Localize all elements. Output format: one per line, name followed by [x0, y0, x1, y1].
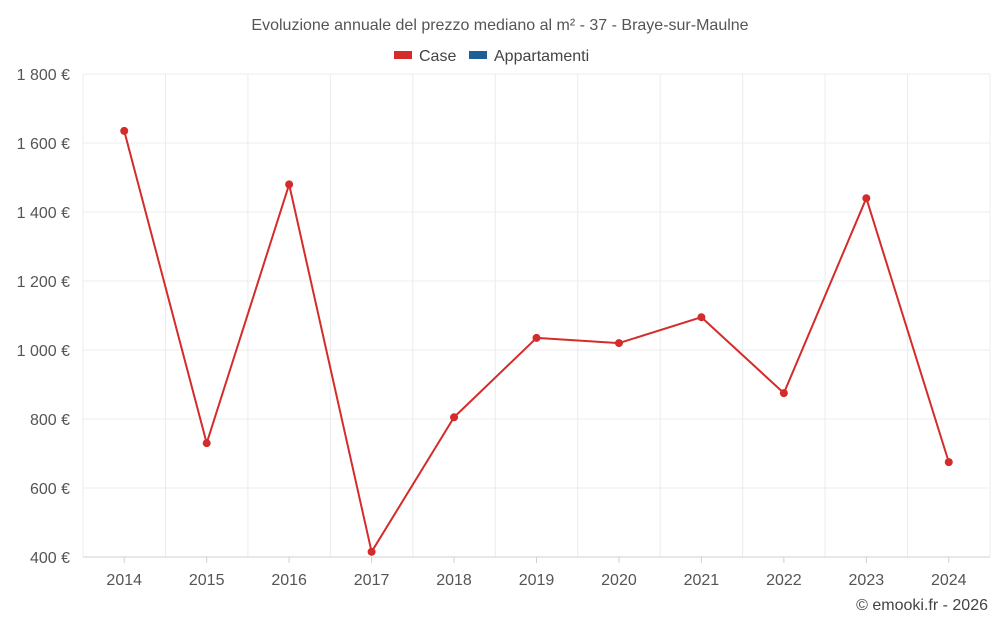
y-tick-label: 1 600 €	[17, 136, 70, 153]
y-tick-label: 800 €	[30, 412, 70, 429]
y-tick-label: 1 000 €	[17, 343, 70, 360]
data-point-case	[697, 313, 706, 322]
data-point-case	[614, 339, 623, 348]
x-tick-label: 2021	[684, 572, 720, 589]
y-tick-label: 400 €	[30, 550, 70, 567]
y-tick-label: 1 200 €	[17, 274, 70, 291]
x-tick-label: 2017	[354, 572, 390, 589]
y-tick-label: 1 800 €	[17, 67, 70, 84]
data-point-case	[367, 547, 376, 556]
y-tick-label: 600 €	[30, 481, 70, 498]
data-point-case	[532, 333, 541, 342]
legend-item-case[interactable]: Case	[394, 48, 456, 65]
chart-title: Evoluzione annuale del prezzo mediano al…	[251, 17, 748, 34]
legend-label-appartamenti: Appartamenti	[494, 48, 589, 65]
x-tick-label: 2019	[519, 572, 555, 589]
series-case	[120, 126, 953, 556]
x-tick-label: 2014	[106, 572, 142, 589]
x-tick-label: 2016	[271, 572, 307, 589]
x-tick-label: 2022	[766, 572, 802, 589]
x-tick-label: 2024	[931, 572, 967, 589]
x-tick-label: 2023	[849, 572, 885, 589]
legend-label-case: Case	[419, 48, 456, 65]
x-tick-label: 2018	[436, 572, 472, 589]
legend-swatch-case	[394, 51, 412, 59]
y-axis: 400 € 600 € 800 € 1 000 € 1 200 € 1 400 € 1 60…	[17, 67, 70, 567]
data-point-case	[450, 413, 459, 422]
data-point-case	[944, 458, 953, 467]
grid	[82, 73, 991, 557]
legend-item-appartamenti[interactable]: Appartamenti	[469, 48, 589, 65]
data-point-case	[285, 180, 294, 189]
x-tick-label: 2015	[189, 572, 225, 589]
credit-text: © emooki.fr - 2026	[856, 597, 988, 614]
legend-swatch-appartamenti	[469, 51, 487, 59]
y-tick-label: 1 400 €	[17, 205, 70, 222]
legend: Case Appartamenti	[394, 48, 589, 65]
x-axis: 2014 2015 2016 2017 2018 2019 2020 2021 2022 2023…	[83, 556, 990, 589]
data-point-case	[862, 194, 871, 203]
x-tick-label: 2020	[601, 572, 637, 589]
data-point-case	[779, 389, 788, 398]
data-point-case	[120, 126, 129, 135]
data-point-case	[202, 439, 211, 448]
